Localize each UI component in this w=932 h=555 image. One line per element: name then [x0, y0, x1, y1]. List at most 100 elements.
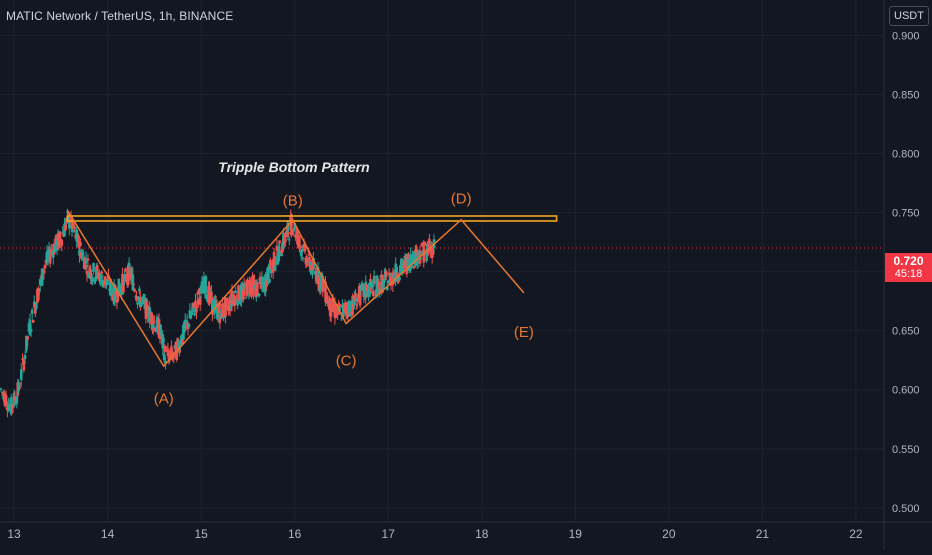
candle-body: [306, 262, 310, 264]
candle-body: [368, 287, 371, 297]
candle-body: [96, 274, 100, 280]
candle-body: [54, 234, 58, 245]
candle-body: [106, 279, 109, 285]
candle-body: [293, 223, 296, 230]
candle-body: [94, 276, 97, 282]
candle-body: [280, 252, 283, 257]
candle-body: [253, 280, 256, 287]
candle-body: [411, 257, 414, 264]
candle-body: [321, 280, 325, 292]
candle-body: [216, 309, 220, 319]
candle-body: [167, 354, 171, 363]
candle-body: [298, 236, 301, 246]
candle-body: [162, 337, 165, 344]
candle-body: [188, 310, 192, 319]
candle-body: [286, 222, 290, 236]
candle-body: [308, 256, 311, 268]
candle-body: [196, 293, 199, 295]
candle-body: [298, 245, 302, 249]
candle-body: [135, 295, 138, 301]
pattern-point-label: (E): [514, 324, 534, 341]
candle-body: [23, 355, 27, 359]
candle-body: [240, 285, 243, 302]
candle-body: [89, 269, 93, 280]
candle-body: [155, 316, 159, 333]
candle-body: [225, 297, 228, 309]
candle-body: [140, 299, 144, 301]
candle-body: [359, 285, 363, 291]
candle-body: [95, 265, 99, 271]
candle-body: [116, 287, 120, 302]
candle-body: [222, 314, 225, 317]
candle-body: [95, 266, 98, 278]
candle-body: [79, 242, 82, 247]
candle-body: [214, 302, 218, 304]
candle-body: [87, 271, 91, 279]
y-tick-label: 0.500: [892, 503, 920, 515]
x-tick-label: 21: [756, 527, 770, 541]
candle-body: [294, 234, 297, 238]
pattern-title: Tripple Bottom Pattern: [218, 159, 369, 175]
y-tick-label: 0.600: [892, 385, 920, 397]
candle-body: [200, 281, 204, 283]
candle-body: [28, 320, 32, 335]
candle-body: [25, 335, 28, 351]
candle-body: [46, 254, 50, 260]
candle-body: [194, 300, 197, 306]
candle-body: [197, 299, 200, 305]
candle-body: [157, 319, 161, 339]
candle-body: [117, 278, 121, 294]
candle-body: [385, 271, 388, 277]
candle-body: [176, 338, 180, 343]
candle-body: [122, 277, 125, 293]
candle-body: [371, 281, 374, 287]
pattern-point-label: (C): [336, 353, 357, 370]
last-price-tag: 0.720 45:18: [885, 253, 932, 282]
candle-body: [160, 336, 163, 340]
candle-body: [319, 275, 323, 290]
candle-body: [100, 271, 104, 274]
candle-body: [273, 266, 277, 270]
candle-body: [252, 280, 255, 297]
candle-body: [159, 324, 162, 336]
y-tick-label: 0.650: [892, 326, 920, 338]
candle-countdown: 45:18: [894, 268, 923, 280]
candle-body: [243, 285, 247, 287]
candle-body: [184, 323, 188, 325]
x-tick-label: 22: [849, 527, 863, 541]
candle-body: [126, 265, 130, 286]
x-tick-label: 13: [7, 527, 21, 541]
candle-body: [146, 305, 150, 317]
candle-body: [284, 238, 287, 243]
candle-body: [292, 229, 296, 231]
candle-body: [348, 305, 352, 317]
candle-body: [407, 255, 411, 257]
candle-body: [130, 270, 134, 273]
candle-body: [85, 271, 89, 275]
candle-body: [260, 276, 264, 285]
candle-body: [127, 262, 131, 267]
candle-body: [277, 246, 281, 262]
candle-body: [234, 290, 238, 294]
candle-body: [179, 340, 182, 347]
currency-badge[interactable]: USDT: [889, 6, 929, 26]
candle-body: [331, 299, 335, 310]
candle-body: [226, 298, 229, 302]
candle-body: [81, 253, 84, 260]
candle-body: [185, 320, 189, 322]
candle-body: [287, 239, 291, 241]
candle-body: [238, 301, 241, 304]
candle-body: [354, 293, 357, 302]
candle-body: [73, 227, 77, 229]
candle-body: [213, 299, 217, 311]
candle-body: [99, 276, 102, 285]
candle-body: [131, 274, 135, 291]
candle-body: [316, 267, 320, 285]
candle-body: [103, 276, 107, 285]
x-tick-label: 20: [662, 527, 676, 541]
candle-body: [256, 282, 260, 284]
candle-body: [355, 308, 358, 310]
candle-body: [402, 259, 406, 269]
